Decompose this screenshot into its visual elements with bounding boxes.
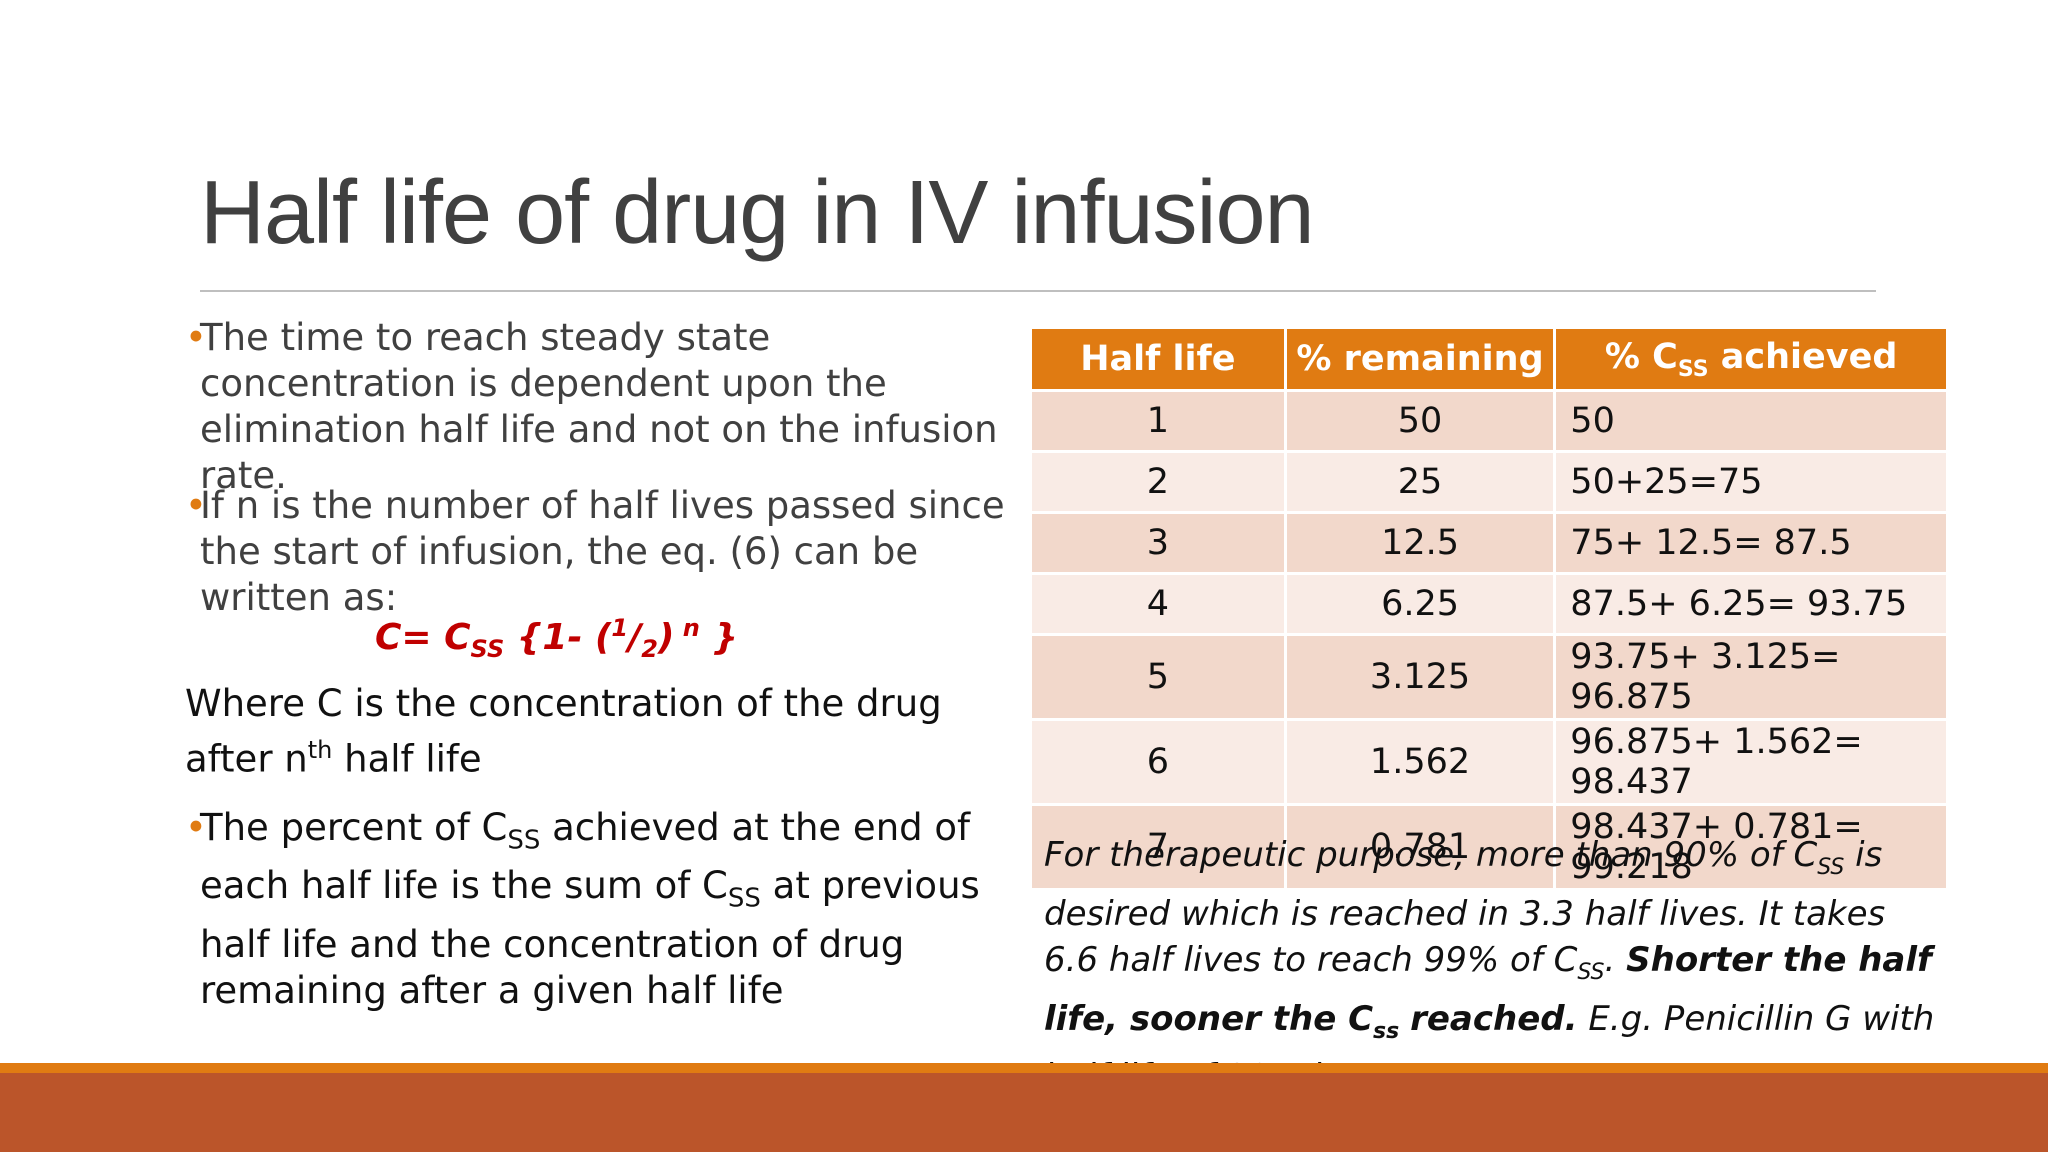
cell-half-life: 6 [1029, 718, 1287, 806]
where-th: th [307, 736, 333, 764]
cell-achieved: 50 [1553, 389, 1949, 453]
cell-achieved: 96.875+ 1.562= 98.437 [1553, 718, 1949, 806]
note-part3: . [1604, 939, 1627, 980]
table-row: 1 50 50 [1029, 389, 1949, 453]
footer-bar [0, 1073, 2048, 1152]
cell-remaining: 6.25 [1283, 572, 1557, 636]
footer-accent-line [0, 1063, 2048, 1073]
cell-half-life: 2 [1029, 450, 1287, 514]
bullet-text: The time to reach steady state concentra… [200, 316, 998, 497]
cell-half-life: 4 [1029, 572, 1287, 636]
cell-achieved: 93.75+ 3.125= 96.875 [1553, 633, 1949, 721]
eq-denominator: 2 [641, 635, 658, 664]
where-text: Where C is the concentration of the drug… [185, 681, 1015, 782]
cell-remaining: 25 [1283, 450, 1557, 514]
b3-ss1: SS [507, 825, 541, 856]
cell-remaining: 1.562 [1283, 718, 1557, 806]
b3-part1: The percent of C [200, 806, 508, 849]
eq-ss: SS [470, 635, 505, 664]
cell-half-life: 3 [1029, 511, 1287, 575]
eq-exponent: n [674, 614, 700, 642]
where-end: half life [332, 737, 482, 781]
half-life-table: Half life % remaining % CSS achieved 1 5… [1029, 326, 1949, 891]
equation: C= CSS {1- (1/2) n } [375, 614, 739, 664]
b3-part2: achieved at the end of each half life is… [200, 806, 971, 908]
eq-open: {1- ( [504, 617, 612, 658]
eq-end: } [699, 617, 739, 658]
where-main: Where C is the concentration of the drug… [185, 682, 942, 781]
slide-title: Half life of drug in IV infusion [200, 163, 1315, 263]
table-row: 5 3.125 93.75+ 3.125= 96.875 [1029, 633, 1949, 721]
note-part1: For therapeutic purpose, more than 90% o… [1044, 835, 1818, 875]
cell-half-life: 5 [1029, 633, 1287, 721]
cell-half-life: 7 [1029, 803, 1287, 891]
cell-half-life: 1 [1029, 389, 1287, 453]
b3-ss2: SS [727, 883, 761, 914]
eq-numerator: 1 [611, 614, 629, 642]
header-css-prefix: % C [1604, 336, 1678, 377]
table-row: 4 6.25 87.5+ 6.25= 93.75 [1029, 572, 1949, 636]
cell-remaining: 3.125 [1283, 633, 1557, 721]
note-part2: is desired which is reached in 3.3 half … [1044, 835, 1886, 980]
bullet-text: If n is the number of half lives passed … [200, 484, 1005, 619]
note-ss2: SS [1577, 959, 1605, 985]
title-divider [200, 290, 1876, 292]
cell-remaining: 12.5 [1283, 511, 1557, 575]
header-css-suffix: achieved [1708, 336, 1898, 377]
table-row: 6 1.562 96.875+ 1.562= 98.437 [1029, 718, 1949, 806]
bullet-percent-css: • The percent of CSS achieved at the end… [185, 805, 1030, 1014]
table-row: 3 12.5 75+ 12.5= 87.5 [1029, 511, 1949, 575]
table-row: 7 0.781 98.437+ 0.781= 99.218 [1029, 803, 1949, 891]
header-half-life: Half life [1029, 326, 1287, 392]
header-css-achieved: % CSS achieved [1553, 326, 1949, 392]
note-bold1: Shorter the half life, sooner the C [1044, 939, 1932, 1039]
note-ss3: ss [1373, 1018, 1400, 1044]
note-bold2: reached. [1410, 998, 1578, 1039]
bullet-steady-state: • The time to reach steady state concent… [185, 315, 1030, 499]
header-css-sub: SS [1677, 356, 1709, 382]
cell-remaining: 50 [1283, 389, 1557, 453]
b3-part3: at previous half life and the concentrat… [200, 864, 980, 1012]
cell-achieved: 50+25=75 [1553, 450, 1949, 514]
bullet-half-lives: • If n is the number of half lives passe… [185, 483, 1030, 621]
bullet-marker: • [185, 806, 207, 849]
table-header-row: Half life % remaining % CSS achieved [1029, 326, 1949, 392]
header-remaining: % remaining [1283, 326, 1557, 392]
cell-achieved: 75+ 12.5= 87.5 [1553, 511, 1949, 575]
cell-achieved: 98.437+ 0.781= 99.218 [1553, 803, 1949, 891]
bullet-marker: • [185, 316, 207, 359]
note-ss1: SS [1817, 854, 1845, 880]
table-row: 2 25 50+25=75 [1029, 450, 1949, 514]
cell-achieved: 87.5+ 6.25= 93.75 [1553, 572, 1949, 636]
bullet-marker: • [185, 484, 207, 527]
eq-c: C= C [375, 617, 471, 658]
eq-close: ) [657, 617, 675, 658]
cell-remaining: 0.781 [1283, 803, 1557, 891]
therapeutic-note: For therapeutic purpose, more than 90% o… [1044, 832, 1944, 1100]
